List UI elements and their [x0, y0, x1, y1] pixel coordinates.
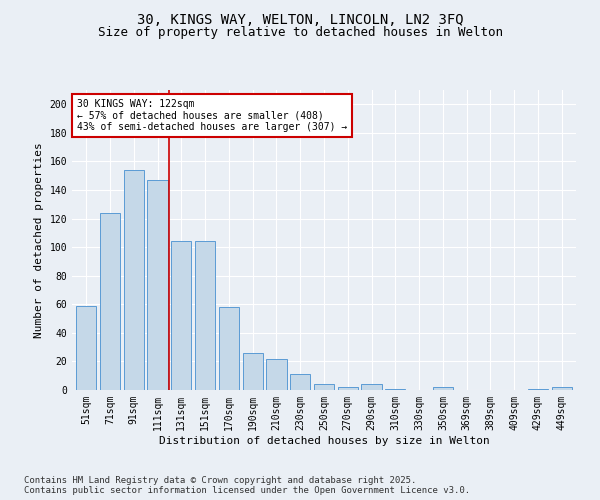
Text: 30 KINGS WAY: 122sqm
← 57% of detached houses are smaller (408)
43% of semi-deta: 30 KINGS WAY: 122sqm ← 57% of detached h… [77, 99, 347, 132]
Bar [195, 242, 215, 390]
Text: Contains HM Land Registry data © Crown copyright and database right 2025.
Contai: Contains HM Land Registry data © Crown c… [24, 476, 470, 495]
Bar [338, 387, 358, 390]
Bar [76, 306, 97, 390]
Bar [433, 387, 453, 390]
Bar [528, 388, 548, 390]
Y-axis label: Number of detached properties: Number of detached properties [34, 142, 44, 338]
Bar [124, 170, 144, 390]
Bar [290, 374, 310, 390]
Bar [171, 242, 191, 390]
X-axis label: Distribution of detached houses by size in Welton: Distribution of detached houses by size … [158, 436, 490, 446]
Bar [242, 353, 263, 390]
Bar [551, 387, 572, 390]
Text: Size of property relative to detached houses in Welton: Size of property relative to detached ho… [97, 26, 503, 39]
Bar [385, 388, 406, 390]
Text: 30, KINGS WAY, WELTON, LINCOLN, LN2 3FQ: 30, KINGS WAY, WELTON, LINCOLN, LN2 3FQ [137, 12, 463, 26]
Bar [361, 384, 382, 390]
Bar [100, 213, 120, 390]
Bar [314, 384, 334, 390]
Bar [266, 358, 287, 390]
Bar [148, 180, 167, 390]
Bar [219, 307, 239, 390]
